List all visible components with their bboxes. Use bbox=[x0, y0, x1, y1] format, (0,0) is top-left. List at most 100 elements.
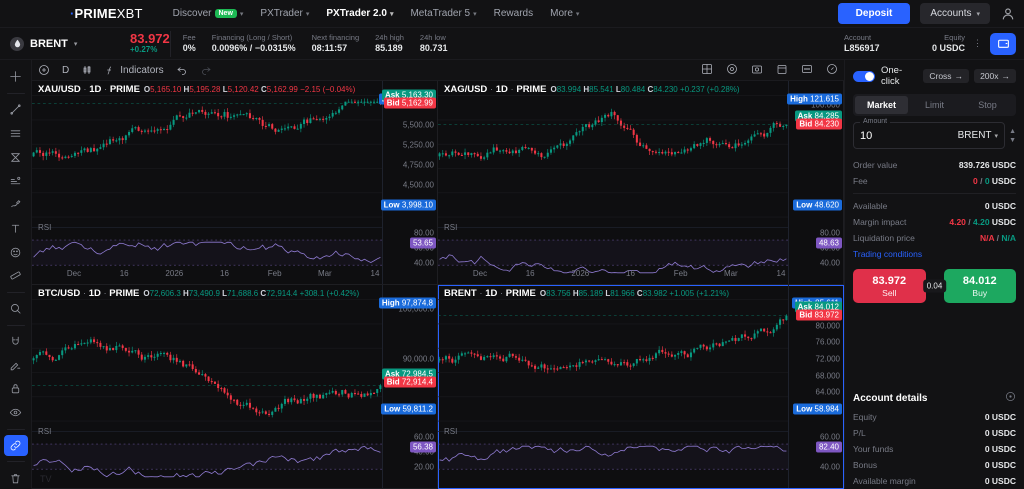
tool-fib[interactable] bbox=[4, 146, 28, 168]
layout-grid-button[interactable] bbox=[701, 63, 713, 78]
account-detail-row-key: Equity bbox=[853, 412, 877, 422]
time-axis[interactable]: Dec 16 2026 16 Feb Mar 14 bbox=[32, 269, 382, 283]
nav-right: Deposit Accounts ▾ bbox=[837, 3, 1016, 24]
chart-exchange: PRIME bbox=[109, 84, 140, 95]
ohlc-high: 85.189 bbox=[578, 289, 604, 298]
buy-button[interactable]: 84.012 Buy bbox=[943, 269, 1016, 303]
wallet-button[interactable] bbox=[990, 32, 1016, 55]
price-label-low: Low 59,811.2 bbox=[381, 403, 436, 415]
fullscreen-button[interactable] bbox=[826, 63, 838, 78]
chart-interval[interactable]: 1D bbox=[89, 84, 102, 95]
redo-button[interactable] bbox=[200, 64, 212, 76]
tool-ruler[interactable] bbox=[4, 265, 28, 287]
margin-mode-button[interactable]: Cross → bbox=[923, 69, 970, 83]
interval-selector[interactable]: D bbox=[62, 64, 70, 76]
snapshot-button[interactable] bbox=[751, 63, 763, 78]
chart-symbol[interactable]: XAU/USD bbox=[38, 84, 81, 95]
nav-item-discover[interactable]: Discover New ▾ bbox=[173, 8, 244, 19]
calendar-button[interactable] bbox=[776, 63, 788, 78]
sell-button[interactable]: 83.972 Sell bbox=[853, 269, 926, 303]
nav-item-label: MetaTrader 5 bbox=[410, 8, 471, 19]
account-menu-icon[interactable]: ⋮ bbox=[973, 37, 982, 48]
tool-trend-line[interactable] bbox=[4, 99, 28, 121]
time-axis[interactable]: Dec 16 2026 16 Feb Mar 14 bbox=[438, 269, 788, 283]
chart-plot[interactable] bbox=[32, 285, 382, 488]
order-tab-stop[interactable]: Stop bbox=[978, 100, 997, 110]
leverage-button[interactable]: 200x → bbox=[974, 69, 1016, 83]
tool-emoji[interactable] bbox=[4, 241, 28, 263]
price-label-ask: Ask 84.285 bbox=[794, 110, 842, 122]
order-tab-limit[interactable]: Limit bbox=[924, 100, 944, 110]
account-value: L856917 bbox=[844, 42, 880, 53]
chart-panel-brent[interactable]: BRENT · 1D · PRIME O83.756 H85.189 L81.96… bbox=[438, 285, 844, 489]
nav-item-rewards[interactable]: Rewards bbox=[494, 8, 533, 19]
tool-zoom[interactable] bbox=[4, 298, 28, 320]
chart-interval[interactable]: 1D bbox=[495, 84, 508, 95]
chart-type-button[interactable] bbox=[81, 64, 93, 76]
account-details-info-icon[interactable] bbox=[1005, 391, 1016, 405]
nav-item-more[interactable]: More ▾ bbox=[550, 8, 579, 19]
mode-pills: Cross → 200x → bbox=[923, 69, 1016, 83]
chart-interval[interactable]: 1D bbox=[485, 288, 498, 299]
tool-trash[interactable] bbox=[4, 467, 28, 489]
chart-plot[interactable] bbox=[438, 285, 788, 488]
chevron-down-icon[interactable]: ▾ bbox=[73, 40, 78, 48]
symbol-selector[interactable]: BRENT ▾ bbox=[0, 36, 130, 51]
ohlc-change: +308.1 bbox=[299, 289, 325, 298]
stepper-down-icon[interactable]: ▼ bbox=[1009, 136, 1016, 144]
trading-conditions-link[interactable]: Trading conditions bbox=[853, 249, 923, 259]
tool-draw-mode[interactable] bbox=[4, 354, 28, 376]
amount-stepper[interactable]: ▲ ▼ bbox=[1009, 128, 1016, 144]
amount-input[interactable]: Amount 10 BRENT ▾ bbox=[853, 118, 1006, 149]
user-account-icon[interactable] bbox=[1000, 6, 1016, 22]
price-axis[interactable]: 5,750.005,500.005,250.004,750.004,500.00… bbox=[378, 81, 437, 284]
deposit-button[interactable]: Deposit bbox=[837, 3, 911, 24]
tool-lock[interactable] bbox=[4, 378, 28, 400]
price-tick: 100.000 bbox=[811, 100, 840, 110]
tool-link[interactable] bbox=[3, 434, 28, 457]
tool-magnet[interactable] bbox=[4, 331, 28, 353]
ohlc-change: +0.237 bbox=[679, 85, 705, 94]
redo-icon bbox=[201, 67, 211, 75]
tool-pattern[interactable] bbox=[4, 170, 28, 192]
tool-horizontal-lines[interactable] bbox=[4, 123, 28, 145]
stepper-up-icon[interactable]: ▲ bbox=[1009, 127, 1016, 135]
nav-item-pxtrader-2-0[interactable]: PXTrader 2.0 ▾ bbox=[326, 8, 393, 19]
rsi-value-label: 53.65 bbox=[409, 237, 436, 249]
chevron-down-icon: ▾ bbox=[473, 10, 477, 18]
settings-button[interactable] bbox=[726, 63, 738, 78]
price-axis[interactable]: 88.00080.00076.00072.00068.00064.00060.0… bbox=[788, 285, 843, 488]
tool-crosshair[interactable] bbox=[4, 66, 28, 88]
chart-header: XAU/USD · 1D · PRIME O5,165.10 H5,195.28 … bbox=[38, 84, 356, 95]
chart-symbol[interactable]: BRENT bbox=[444, 288, 477, 299]
chart-interval[interactable]: 1D bbox=[88, 288, 101, 299]
one-click-toggle[interactable] bbox=[853, 70, 875, 82]
undo-button[interactable] bbox=[176, 64, 188, 76]
nav-item-metatrader-5[interactable]: MetaTrader 5 ▾ bbox=[410, 8, 476, 19]
chart-panel-btc-usd[interactable]: BTC/USD · 1D · PRIME O72,606.3 H73,490.9 … bbox=[32, 285, 438, 489]
more-options-button[interactable] bbox=[801, 63, 813, 78]
tool-eye[interactable] bbox=[4, 402, 28, 424]
logo[interactable]: ·PRIMEXBT bbox=[70, 6, 143, 21]
chart-symbol[interactable]: XAG/USD bbox=[444, 84, 488, 95]
chart-panel-xau-usd[interactable]: XAU/USD · 1D · PRIME O5,165.10 H5,195.28 … bbox=[32, 81, 438, 285]
indicators-button[interactable]: Indicators bbox=[105, 65, 164, 76]
chart-plot[interactable] bbox=[32, 81, 382, 284]
nav-item-pxtrader[interactable]: PXTrader ▾ bbox=[260, 8, 309, 19]
tool-text[interactable] bbox=[4, 218, 28, 240]
brush-icon bbox=[11, 200, 21, 208]
order-panel: One-click Cross → 200x → Market Limit Stop A… bbox=[844, 60, 1024, 489]
chart-symbol[interactable]: BTC/USD bbox=[38, 288, 81, 299]
chart-ohlc: O83.994 H85.541 L80.484 C84.230 +0.237 (… bbox=[550, 85, 740, 94]
accounts-button[interactable]: Accounts ▾ bbox=[920, 3, 990, 24]
chart-panel-xag-usd[interactable]: XAG/USD · 1D · PRIME O83.994 H85.541 L80.… bbox=[438, 81, 844, 285]
order-tab-market[interactable]: Market bbox=[855, 96, 908, 114]
chevron-down-icon: ▾ bbox=[575, 10, 580, 18]
add-symbol-button[interactable] bbox=[38, 64, 50, 76]
amount-symbol-selector[interactable]: BRENT ▾ bbox=[958, 130, 998, 141]
chart-plot[interactable] bbox=[438, 81, 788, 284]
tool-brush[interactable] bbox=[4, 194, 28, 216]
